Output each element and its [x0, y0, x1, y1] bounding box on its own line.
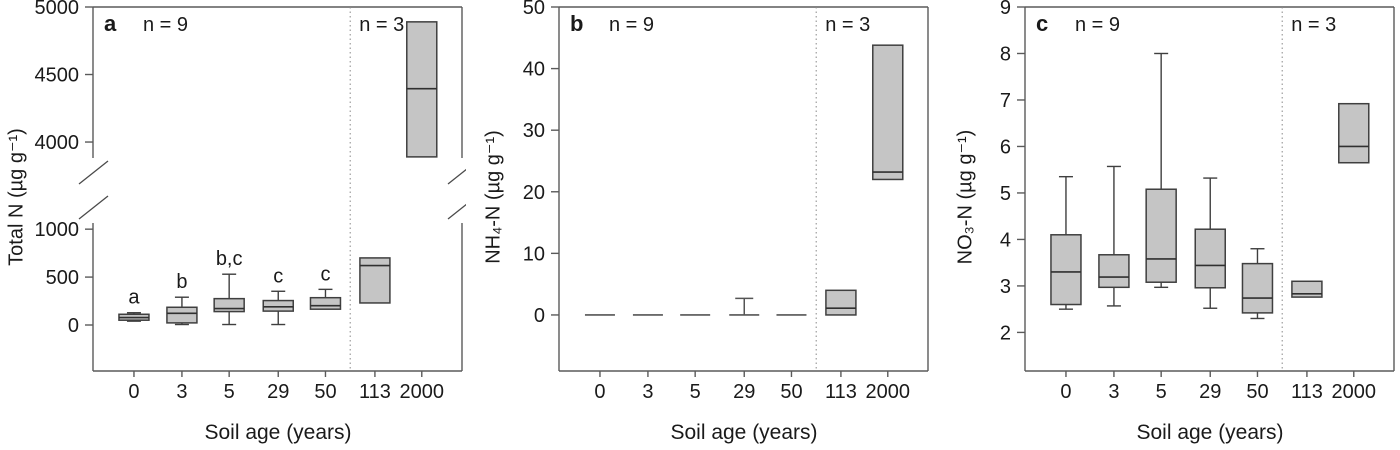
x-tick-label: 113	[359, 381, 391, 403]
n-left-label: n = 9	[143, 14, 188, 36]
n-left-label: n = 9	[1075, 14, 1120, 36]
x-tick-label: 29	[733, 381, 755, 403]
x-tick-label: 5	[224, 381, 235, 403]
panel-letter: a	[104, 11, 117, 36]
box	[166, 306, 198, 324]
axis-break-slash	[78, 195, 109, 220]
y-tick-label: 20	[523, 182, 545, 204]
y-tick-label: 4000	[35, 132, 80, 154]
n-right-label: n = 3	[1291, 14, 1336, 36]
x-tick-label: 113	[1291, 381, 1323, 403]
x-tick-label: 5	[690, 381, 701, 403]
y-tick-label: 5000	[35, 0, 80, 19]
y-tick-label: 6	[1000, 136, 1011, 158]
y-tick-label: 7	[1000, 90, 1011, 112]
significance-letter: c	[273, 265, 283, 287]
panel-letter: b	[570, 11, 583, 36]
y-tick-label: 0	[534, 305, 545, 327]
box	[1098, 254, 1130, 289]
axis-break-slash	[447, 168, 466, 185]
box	[262, 299, 294, 312]
significance-letter: c	[320, 263, 330, 285]
y-tick-label: 40	[523, 59, 545, 81]
x-tick-label: 50	[780, 381, 802, 403]
y-tick-label: 1000	[35, 219, 80, 241]
box	[1050, 234, 1082, 306]
x-tick-label: 29	[267, 381, 289, 403]
x-tick-label: 113	[825, 381, 857, 403]
y-tick-label: 500	[46, 267, 79, 289]
box	[825, 289, 857, 316]
box	[1291, 280, 1323, 298]
x-tick-label: 50	[314, 381, 336, 403]
x-tick-label: 50	[1246, 381, 1268, 403]
x-axis-label-c: Soil age (years)	[1136, 421, 1284, 444]
plot-area-a: 0 500 1000 4000 4500 5000 0 3 5 29 50 113 2000 a n = 9…	[35, 0, 466, 403]
box	[359, 257, 391, 304]
y-tick-label: 10	[523, 243, 545, 265]
panel-a: Total N (µg g⁻¹) 0 500 1000 4000 4500 5000 0 3 5…	[0, 0, 466, 450]
x-tick-label: 2000	[1332, 381, 1377, 403]
x-tick-label: 3	[642, 381, 653, 403]
box	[1338, 102, 1370, 164]
plot-area-c: 2 3 4 5 6 7 8 9 0 3 5 29 50 113 2000 c n = 9 n = 3	[1000, 0, 1395, 403]
x-tick-label: 0	[594, 381, 605, 403]
x-tick-label: 2000	[866, 381, 911, 403]
x-tick-label: 3	[176, 381, 187, 403]
panel-c: NO₃-N (µg g⁻¹) 2 3 4 5 6 7 8 9 0 3 5 29 50 113 2000 c n …	[932, 0, 1398, 450]
x-tick-label: 5	[1156, 381, 1167, 403]
x-tick-label: 29	[1199, 381, 1221, 403]
box	[872, 44, 904, 181]
y-tick-label: 4500	[35, 65, 80, 87]
box	[1241, 262, 1274, 314]
x-tick-label: 0	[128, 381, 139, 403]
significance-letter: b,c	[216, 248, 243, 270]
box	[309, 296, 342, 310]
box	[1194, 228, 1226, 289]
axis-break-slash	[447, 203, 466, 220]
y-tick-label: 8	[1000, 43, 1011, 65]
y-tick-label: 4	[1000, 229, 1011, 251]
x-tick-label: 0	[1060, 381, 1071, 403]
panel-letter: c	[1036, 11, 1048, 36]
n-right-label: n = 3	[359, 14, 404, 36]
n-left-label: n = 9	[609, 14, 654, 36]
n-right-label: n = 3	[825, 14, 870, 36]
y-tick-label: 0	[68, 315, 79, 337]
y-tick-label: 9	[1000, 0, 1011, 19]
y-tick-label: 5	[1000, 183, 1011, 205]
y-tick-label: 50	[523, 0, 545, 19]
box	[213, 297, 245, 313]
y-tick-label: 3	[1000, 276, 1011, 298]
x-axis-label-b: Soil age (years)	[670, 421, 818, 444]
x-tick-label: 2000	[400, 381, 445, 403]
panel-b: NH₄-N (µg g⁻¹) 0 10 20 30 40 50 0 3 5 29 50 113 2000…	[466, 0, 932, 450]
significance-letter: a	[128, 287, 140, 309]
significance-letter: b	[176, 271, 187, 293]
y-tick-label: 2	[1000, 322, 1011, 344]
x-tick-label: 3	[1108, 381, 1119, 403]
y-tick-label: 30	[523, 120, 545, 142]
box	[1145, 188, 1177, 283]
axis-break-slash	[78, 160, 109, 185]
x-axis-label-a: Soil age (years)	[204, 421, 352, 444]
plot-area-b: 0 10 20 30 40 50 0 3 5 29 50 113 2000 b n = 9 n = 3	[523, 0, 929, 403]
